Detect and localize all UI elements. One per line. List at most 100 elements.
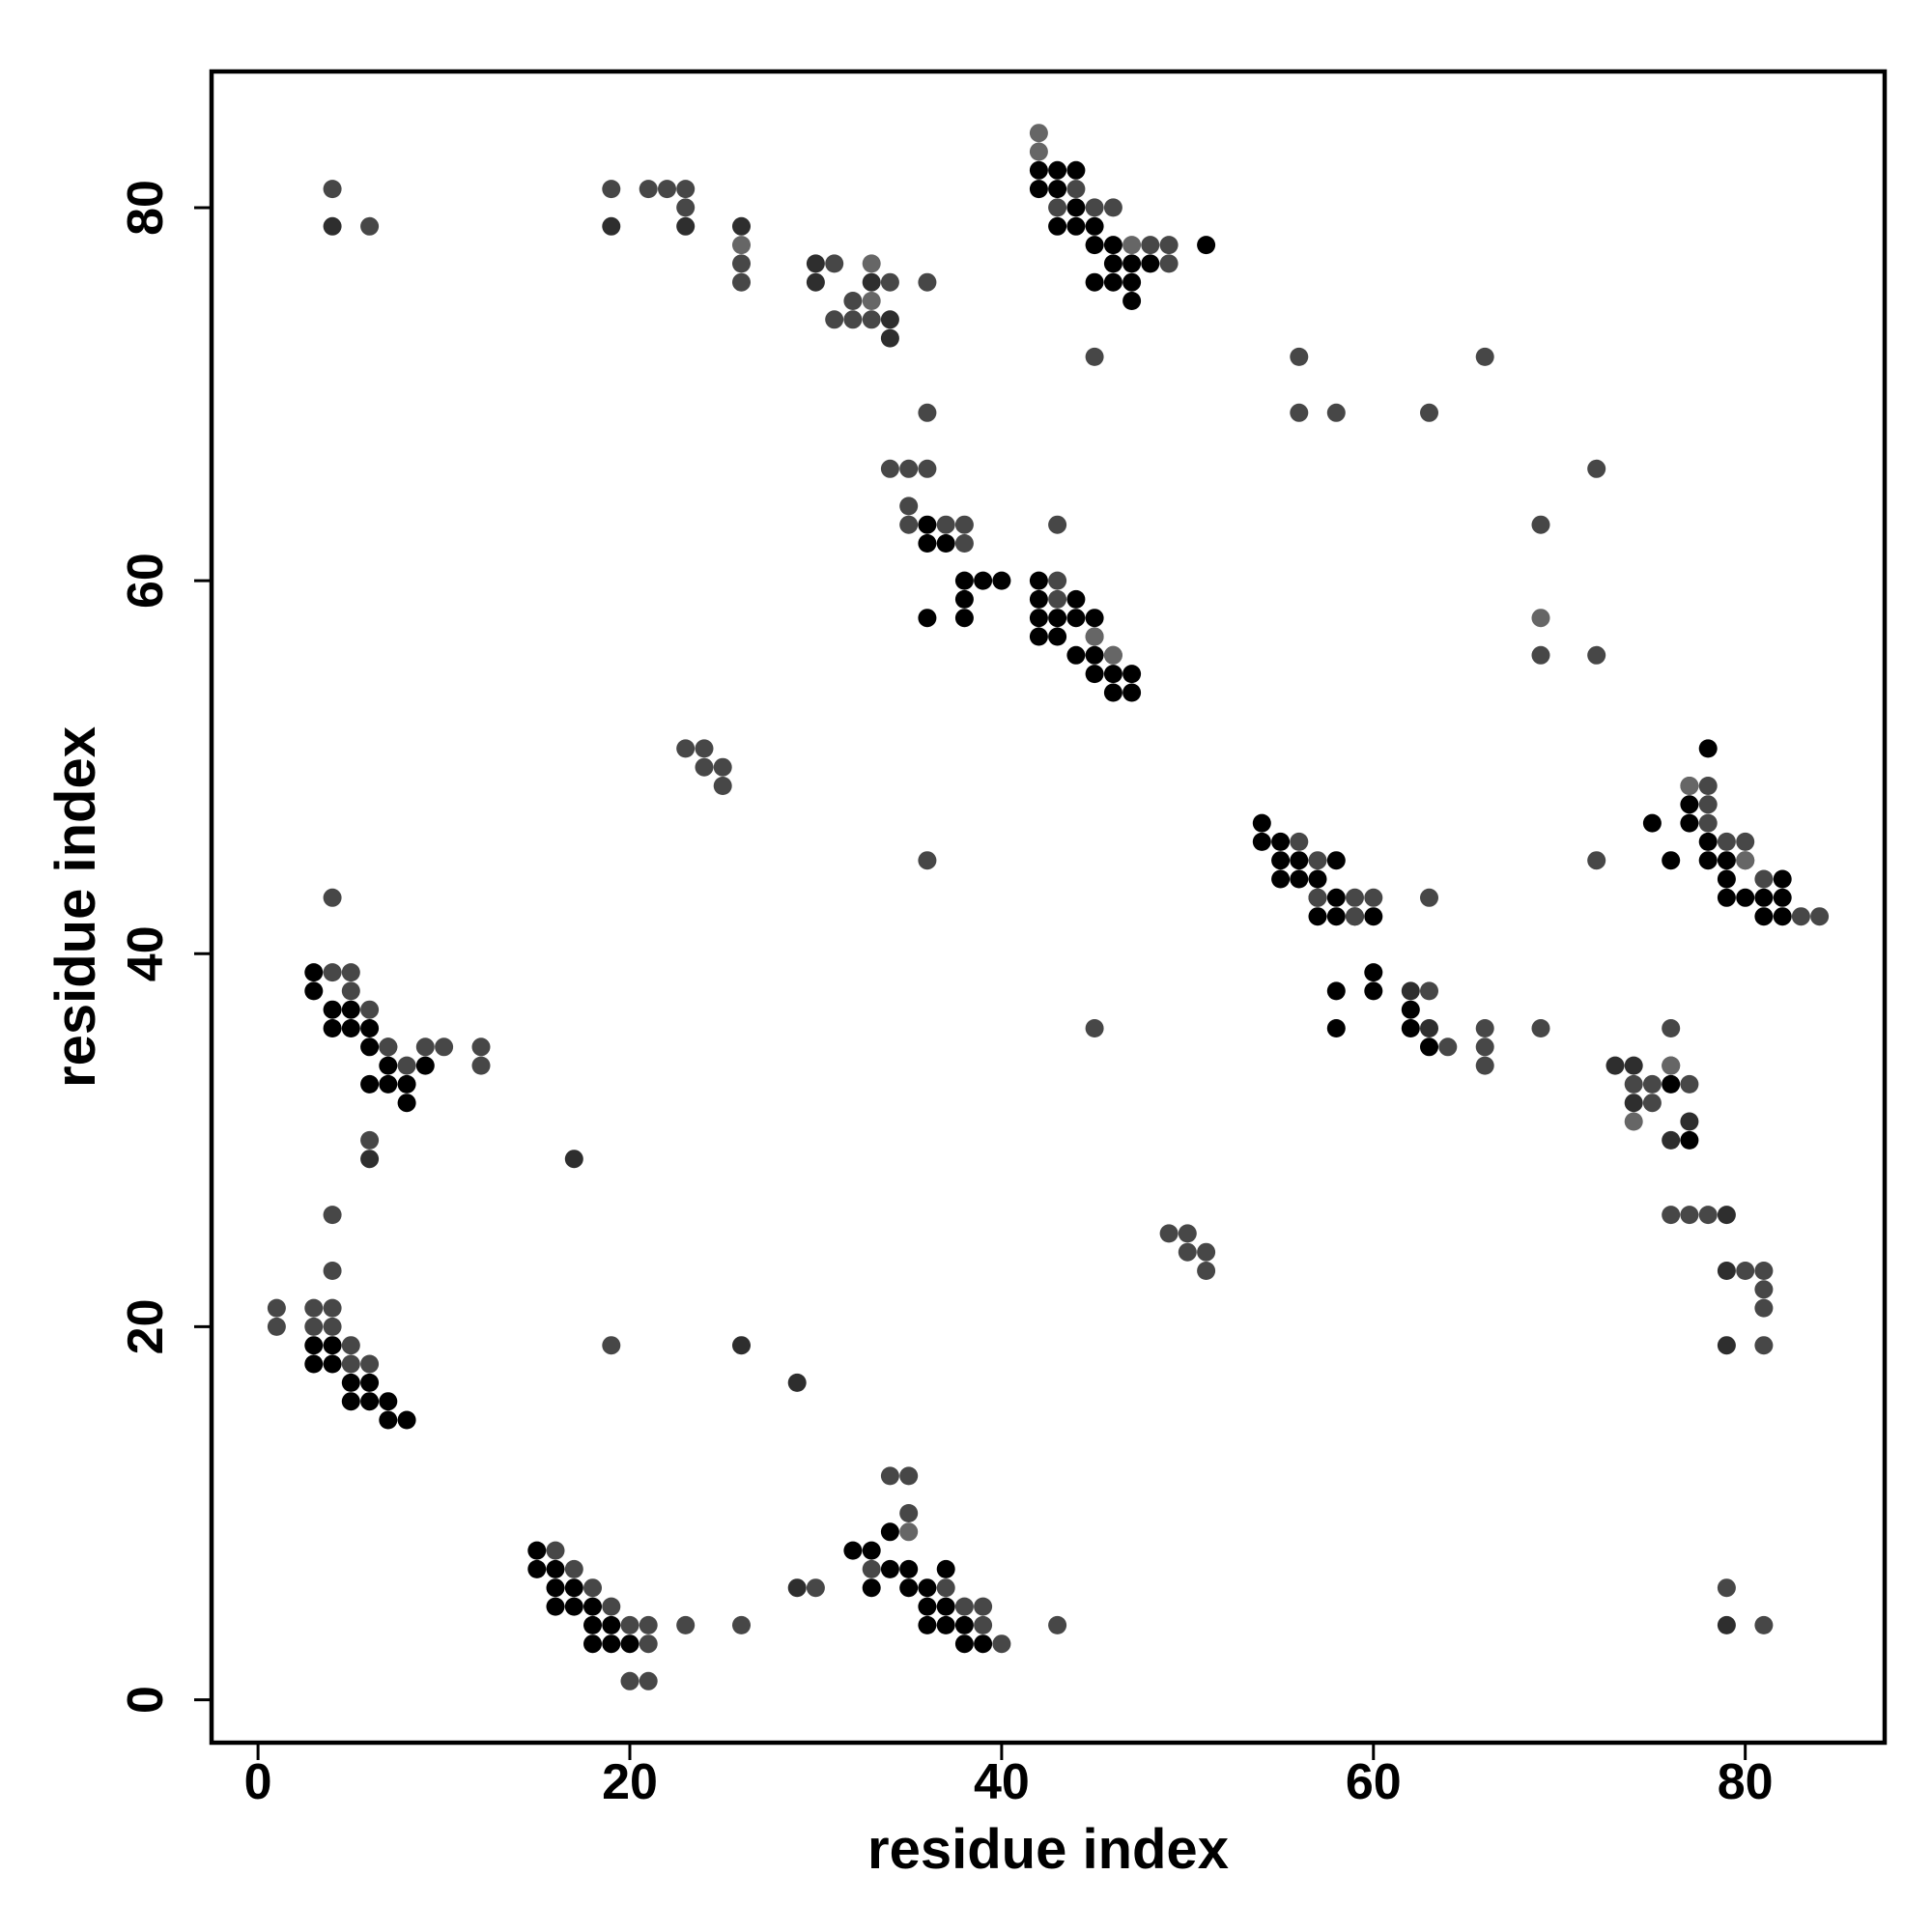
contact-point <box>1717 832 1736 851</box>
contact-point <box>527 1559 547 1578</box>
y-tick-label: 40 <box>118 925 174 981</box>
contact-point <box>1048 515 1067 534</box>
contact-point <box>1680 795 1699 814</box>
contact-point <box>1122 665 1142 684</box>
contact-point <box>899 1522 919 1542</box>
contact-point <box>1754 888 1774 907</box>
y-tick-label: 60 <box>118 553 174 609</box>
contact-point <box>1085 198 1104 217</box>
contact-point <box>360 1150 380 1169</box>
contact-point <box>1271 851 1291 870</box>
contact-point <box>1717 1262 1736 1280</box>
contact-point <box>583 1634 602 1654</box>
contact-point <box>397 1094 416 1113</box>
contact-point <box>639 1634 658 1654</box>
contact-point <box>1308 869 1327 889</box>
contact-point <box>1029 627 1048 646</box>
contact-point <box>1085 347 1104 366</box>
contact-point <box>1624 1074 1643 1094</box>
contact-point <box>1326 1019 1346 1037</box>
contact-point <box>1754 907 1774 926</box>
contact-point <box>602 216 621 236</box>
contact-point <box>992 571 1011 590</box>
contact-point <box>1364 888 1383 907</box>
contact-point <box>1048 1615 1067 1634</box>
contact-point <box>304 1354 324 1374</box>
contact-point <box>1066 160 1086 180</box>
contact-point <box>1420 403 1438 422</box>
contact-point <box>1048 216 1067 236</box>
contact-point <box>1103 665 1122 684</box>
contact-point <box>397 1056 416 1075</box>
contact-point <box>936 1559 955 1578</box>
contact-point <box>564 1150 583 1169</box>
contact-point <box>1698 795 1718 814</box>
y-axis: 0 20 40 60 80 <box>118 180 212 1714</box>
contact-point <box>1587 645 1606 665</box>
contact-point <box>1122 292 1142 310</box>
contact-point <box>1662 1130 1681 1150</box>
contact-point <box>1754 869 1774 889</box>
contact-point <box>936 534 955 553</box>
y-tick-label: 20 <box>118 1299 174 1355</box>
contact-point <box>1103 198 1122 217</box>
contact-point <box>1103 645 1122 665</box>
contact-point <box>918 515 937 534</box>
contact-point <box>936 1615 955 1634</box>
contact-point <box>1810 907 1830 926</box>
contact-point <box>918 459 937 478</box>
contact-point <box>1326 888 1346 907</box>
contact-point <box>304 1317 324 1336</box>
x-tick-label: 80 <box>1718 1754 1774 1810</box>
contact-point <box>471 1037 491 1057</box>
contact-point <box>936 1597 955 1616</box>
contact-point <box>1605 1056 1625 1075</box>
contact-point <box>1066 180 1086 199</box>
contact-point <box>1346 907 1364 926</box>
contact-point <box>1029 160 1048 180</box>
contact-point <box>862 1578 881 1598</box>
contact-point <box>1048 589 1067 609</box>
contact-point <box>360 1373 380 1392</box>
contact-point <box>1178 1224 1197 1243</box>
contact-point <box>304 963 324 982</box>
contact-point <box>918 1578 937 1598</box>
contact-point <box>862 254 881 273</box>
contact-point <box>918 609 937 628</box>
contact-point <box>1290 832 1309 851</box>
contact-point <box>1085 1019 1104 1037</box>
contact-point <box>1048 180 1067 199</box>
contact-point <box>1717 851 1736 870</box>
contact-point <box>323 180 342 199</box>
x-axis: 0 20 40 60 80 <box>244 1743 1774 1810</box>
contact-point <box>1364 907 1383 926</box>
contact-point <box>899 1578 919 1598</box>
contact-point <box>843 310 863 329</box>
contact-point <box>806 254 825 273</box>
contact-point <box>323 1354 342 1374</box>
contact-point <box>267 1298 286 1318</box>
x-tick-label: 40 <box>974 1754 1030 1810</box>
y-axis-title: residue index <box>44 726 107 1088</box>
contact-point <box>954 515 974 534</box>
contact-point <box>1103 272 1122 292</box>
contact-point <box>1773 907 1792 926</box>
contact-point <box>1048 627 1067 646</box>
contact-point <box>880 1466 899 1486</box>
contact-point <box>1290 347 1309 366</box>
contact-point <box>1717 1206 1736 1225</box>
contact-point <box>341 981 360 1001</box>
contact-point <box>1475 1056 1494 1075</box>
contact-point <box>1717 888 1736 907</box>
contact-point <box>1085 216 1104 236</box>
contact-point <box>546 1541 565 1560</box>
contact-point <box>1587 851 1606 870</box>
contact-point <box>323 1206 342 1225</box>
contact-point <box>546 1559 565 1578</box>
contact-point <box>1346 888 1364 907</box>
contact-point <box>620 1615 639 1634</box>
contact-point <box>1680 1112 1699 1131</box>
contact-point <box>695 739 714 758</box>
contact-point <box>1475 1037 1494 1057</box>
contact-point <box>1085 627 1104 646</box>
